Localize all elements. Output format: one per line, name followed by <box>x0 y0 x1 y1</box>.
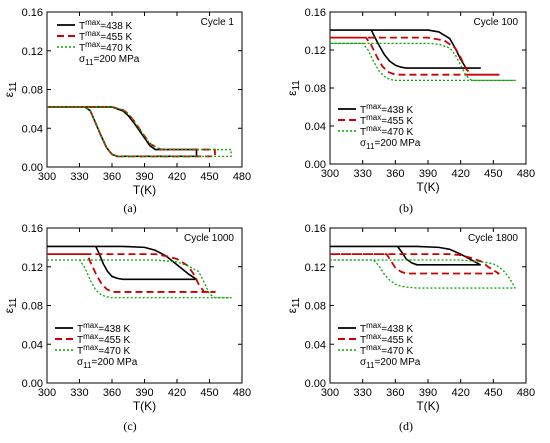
x-axis-label: T(K) <box>133 183 156 197</box>
legend-label: Tmax=470 K <box>360 343 414 357</box>
cycle-label: Cycle 100 <box>474 17 519 28</box>
legend-label: Tmax=455 K <box>79 29 133 43</box>
legend-label: Tmax=455 K <box>360 113 414 127</box>
x-tick-label: 300 <box>321 387 339 399</box>
y-tick-label: 0.16 <box>305 7 326 19</box>
series-line-1 <box>47 245 198 281</box>
series-line-3 <box>330 42 516 82</box>
x-tick-label: 480 <box>517 168 535 180</box>
chart-panel-2: 300 330 360 390 420 450 480 0.00 0.04 0.08 0.12 0.1… <box>285 7 535 194</box>
y-axis-label: ε11 <box>2 297 19 313</box>
x-axis-label: T(K) <box>416 180 439 194</box>
x-tick-label: 390 <box>419 387 437 399</box>
x-tick-label: 300 <box>38 171 56 183</box>
series-line-2 <box>330 36 500 76</box>
cycle-label: Cycle 1000 <box>184 233 234 244</box>
legend-label: Tmax=438 K <box>79 18 133 32</box>
x-tick-label: 450 <box>200 387 218 399</box>
y-tick-label: 0.04 <box>22 339 43 351</box>
caption-d: (d) <box>399 419 413 433</box>
y-tick-label: 0.00 <box>22 162 43 174</box>
legend-label: Tmax=455 K <box>77 332 131 346</box>
caption-a: (a) <box>123 201 137 215</box>
caption-c: (c) <box>123 419 137 433</box>
chart-panel-4: 300 330 360 390 420 450 480 0.00 0.04 0.08 0.12 0.1… <box>285 223 535 413</box>
legend-label: Tmax=438 K <box>77 321 131 335</box>
y-tick-label: 0.04 <box>22 123 43 135</box>
stress-label: σ11=200 MPa <box>360 357 421 370</box>
x-tick-label: 360 <box>103 387 121 399</box>
x-tick-label: 360 <box>386 387 404 399</box>
x-tick-label: 450 <box>484 168 502 180</box>
x-tick-label: 480 <box>233 171 251 183</box>
y-tick-label: 0.12 <box>22 46 43 58</box>
y-axis-label: ε11 <box>2 81 19 97</box>
x-tick-label: 420 <box>451 387 469 399</box>
y-tick-label: 0.08 <box>305 83 326 95</box>
series-line-2 <box>330 253 500 275</box>
chart-panel-1: 300 330 360 390 420 450 480 0.00 0.04 0.08 0.12 0.1… <box>2 7 251 197</box>
x-tick-label: 330 <box>70 387 88 399</box>
y-tick-label: 0.04 <box>305 121 326 133</box>
stress-label: σ11=200 MPa <box>360 138 421 151</box>
legend-label: Tmax=438 K <box>360 102 414 116</box>
cycle-label: Cycle 1800 <box>468 233 518 244</box>
x-tick-label: 450 <box>200 171 218 183</box>
x-axis-label: T(K) <box>416 399 439 413</box>
x-axis-label: T(K) <box>133 399 156 413</box>
caption-b: (b) <box>399 201 413 215</box>
stress-label: σ11=200 MPa <box>79 54 140 67</box>
y-tick-label: 0.16 <box>305 223 326 235</box>
x-tick-label: 480 <box>517 387 535 399</box>
y-tick-label: 0.00 <box>305 378 326 390</box>
cycle-label: Cycle 1 <box>201 17 235 28</box>
plot-frame <box>46 11 243 168</box>
x-tick-label: 420 <box>168 171 186 183</box>
x-tick-label: 450 <box>484 387 502 399</box>
legend-label: Tmax=470 K <box>77 343 131 357</box>
series-line-1 <box>330 29 482 69</box>
x-tick-label: 390 <box>419 168 437 180</box>
y-tick-label: 0.08 <box>305 301 326 313</box>
legend-label: Tmax=438 K <box>360 321 414 335</box>
x-tick-label: 330 <box>70 171 88 183</box>
y-tick-label: 0.08 <box>22 301 43 313</box>
y-axis-label: ε11 <box>285 80 302 96</box>
series-line-2 <box>47 253 216 293</box>
x-tick-label: 330 <box>353 168 371 180</box>
series-line-3 <box>47 259 232 299</box>
x-tick-label: 300 <box>38 387 56 399</box>
x-tick-label: 390 <box>135 171 153 183</box>
legend-label: Tmax=455 K <box>360 332 414 346</box>
y-axis-label: ε11 <box>285 297 302 313</box>
stress-label: σ11=200 MPa <box>77 357 138 370</box>
y-tick-label: 0.12 <box>22 262 43 274</box>
x-tick-label: 420 <box>451 168 469 180</box>
chart-panel-3: 300 330 360 390 420 450 480 0.00 0.04 0.08 0.12 0.1… <box>2 223 251 413</box>
x-tick-label: 390 <box>135 387 153 399</box>
x-tick-label: 300 <box>321 168 339 180</box>
y-tick-label: 0.12 <box>305 45 326 57</box>
x-tick-label: 480 <box>233 387 251 399</box>
legend-label: Tmax=470 K <box>360 124 414 138</box>
y-tick-label: 0.16 <box>22 223 43 235</box>
y-tick-label: 0.16 <box>22 7 43 19</box>
y-tick-label: 0.08 <box>22 85 43 97</box>
y-tick-label: 0.00 <box>22 378 43 390</box>
x-tick-label: 360 <box>103 171 121 183</box>
series-line-1 <box>330 245 482 266</box>
x-tick-label: 360 <box>386 168 404 180</box>
y-tick-label: 0.04 <box>305 339 326 351</box>
y-tick-label: 0.00 <box>305 159 326 171</box>
series-line-3 <box>330 259 516 289</box>
y-tick-label: 0.12 <box>305 262 326 274</box>
legend-label: Tmax=470 K <box>79 40 133 54</box>
x-tick-label: 330 <box>353 387 371 399</box>
series-line-3 <box>47 106 232 157</box>
x-tick-label: 420 <box>168 387 186 399</box>
